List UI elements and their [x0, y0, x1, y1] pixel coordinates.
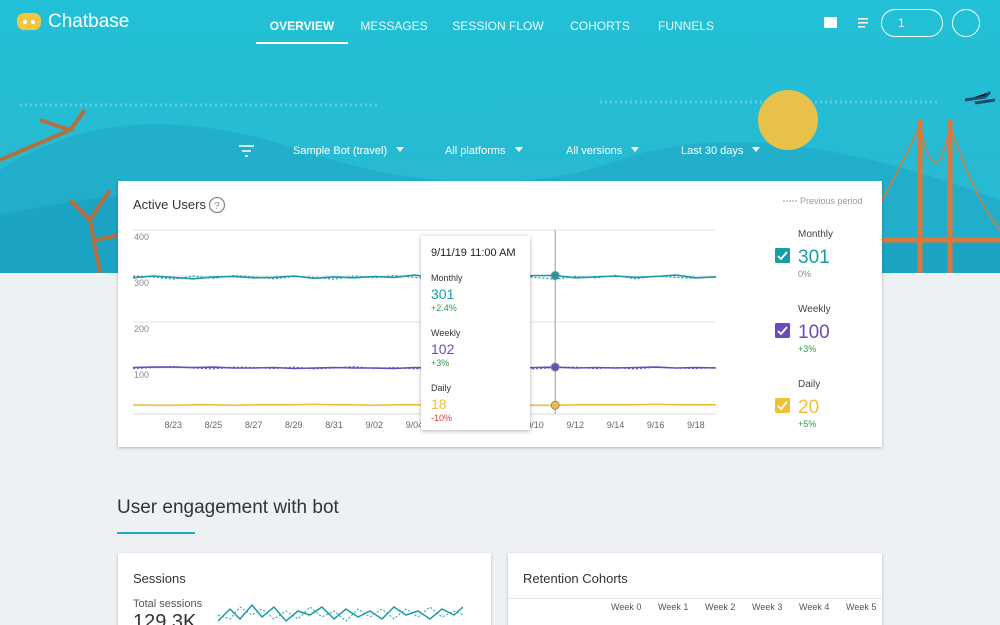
hover-point: [550, 400, 560, 410]
checkmark: [777, 326, 788, 336]
checkmark: [777, 251, 788, 261]
card-title: Sessions: [133, 571, 186, 586]
filter-dropdown[interactable]: Last 30 days: [681, 145, 760, 157]
nav-tab[interactable]: COHORTS: [570, 19, 630, 33]
cohort-column: Week 2: [705, 602, 736, 612]
x-tick-label: 9/02: [365, 420, 383, 430]
tooltip-change: +3%: [431, 358, 449, 368]
tooltip-change: -10%: [431, 413, 452, 423]
y-tick-label: 300: [134, 278, 149, 288]
legend-label: Monthly: [798, 229, 833, 240]
x-tick-label: 8/29: [285, 420, 303, 430]
active-users-chart: Active Users? Previous period 100 200 300 400…: [132, 196, 863, 430]
x-tick-label: 9/04: [406, 420, 424, 430]
nav-tab[interactable]: OVERVIEW: [269, 19, 335, 33]
x-tick-label: 9/10: [526, 420, 544, 430]
section-underline: [117, 532, 195, 534]
tooltip-label: Monthly: [431, 273, 463, 283]
filter-icon[interactable]: [239, 145, 255, 157]
legend-label: Daily: [798, 379, 820, 390]
x-tick-label: 9/16: [647, 420, 665, 430]
cohort-column: Week 1: [658, 602, 689, 612]
metric-label: Total sessions: [133, 598, 203, 610]
y-tick-label: 100: [134, 370, 149, 380]
sessions-sparkline: [218, 603, 463, 623]
cohort-column: Week 4: [799, 602, 830, 612]
legend-value: 100: [798, 322, 830, 343]
nav-tab[interactable]: SESSION FLOW: [452, 19, 544, 33]
tooltip-change: +2.4%: [431, 303, 457, 313]
legend-checkbox: [775, 248, 790, 263]
bot-badge[interactable]: 1: [881, 9, 943, 37]
account-button[interactable]: [952, 9, 980, 37]
x-tick-label: 8/23: [164, 420, 182, 430]
tooltip-label: Weekly: [431, 328, 461, 338]
x-tick-label: 8/25: [205, 420, 223, 430]
legend-value: 20: [798, 397, 819, 418]
metric-value: 129.3K: [133, 611, 197, 625]
legend-label: Weekly: [798, 304, 831, 315]
retention-card: Retention Cohorts Week 0 Week 1 Week 2 Week…: [508, 553, 882, 625]
divider: [508, 598, 882, 599]
active-tab-underline: [256, 42, 348, 44]
tooltip-title: 9/11/19 11:00 AM: [431, 247, 516, 259]
y-tick-label: 200: [134, 324, 149, 334]
legend-change: 0%: [798, 269, 811, 279]
hover-point: [550, 362, 560, 372]
hover-point: [550, 271, 560, 281]
x-tick-label: 9/14: [607, 420, 625, 430]
section-title: User engagement with bot: [117, 497, 339, 518]
legend-change: +3%: [798, 344, 816, 354]
filter-dropdown[interactable]: Sample Bot (travel): [293, 145, 404, 157]
nav-tab[interactable]: FUNNELS: [657, 19, 715, 33]
x-tick-label: 8/27: [245, 420, 263, 430]
help-icon-text: ?: [214, 201, 220, 212]
help-icon: [208, 196, 226, 214]
legend-value: 301: [798, 247, 830, 268]
card-title: Retention Cohorts: [523, 571, 628, 586]
header-icons[interactable]: [822, 15, 872, 35]
y-tick-label: 400: [134, 232, 149, 242]
filter-dropdown[interactable]: All platforms: [445, 145, 523, 157]
tooltip-value: 102: [431, 341, 455, 357]
tooltip-value: 301: [431, 286, 455, 302]
tooltip: [421, 236, 530, 430]
card-title: Active Users: [133, 197, 206, 212]
brand[interactable]: Chatbase: [48, 11, 130, 32]
x-tick-label: 8/31: [325, 420, 343, 430]
sessions-card: Sessions Total sessions 129.3K: [118, 553, 491, 625]
filter-dropdown[interactable]: All versions: [566, 145, 639, 157]
x-tick-label: 9/18: [687, 420, 705, 430]
legend-checkbox: [775, 398, 790, 413]
tooltip-value: 18: [431, 396, 447, 412]
x-tick-label: 9/12: [567, 420, 585, 430]
cohort-column: Week 5: [846, 602, 877, 612]
cohort-column: Week 0: [611, 602, 642, 612]
badge-count: 1: [898, 16, 905, 30]
previous-note: Previous period: [800, 196, 863, 206]
nav-tab[interactable]: MESSAGES: [360, 19, 428, 33]
tooltip-label: Daily: [431, 383, 452, 393]
legend-checkbox: [775, 323, 790, 338]
checkmark: [777, 401, 788, 411]
logo-icon: [17, 13, 41, 30]
cohort-column: Week 3: [752, 602, 783, 612]
legend-change: +5%: [798, 419, 816, 429]
